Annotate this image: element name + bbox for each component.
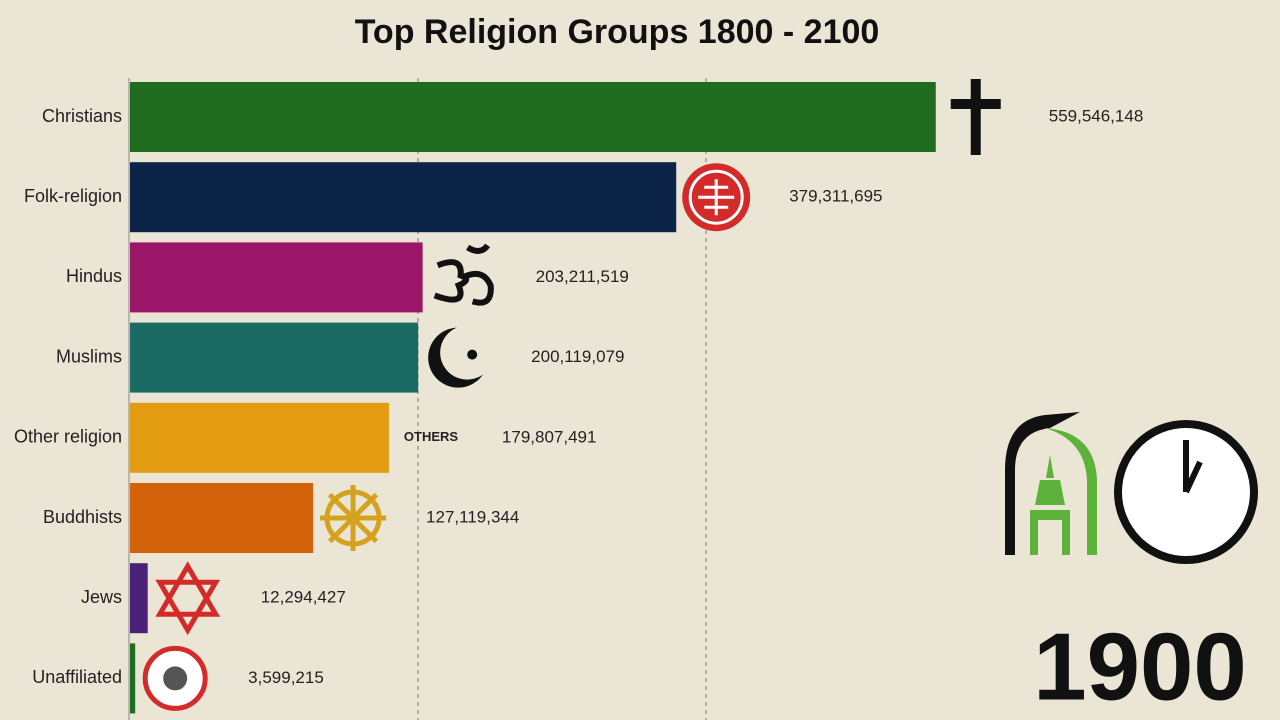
year-label: 1900: [1033, 613, 1247, 720]
icon: [327, 516, 355, 544]
chart-title: Top Religion Groups 1800 - 2100: [355, 13, 880, 51]
religion-icon: [142, 645, 208, 711]
value-label: 559,546,148: [1049, 106, 1144, 125]
y-tick-label: Christians: [42, 106, 122, 126]
icon: [351, 492, 379, 520]
bar: [130, 483, 314, 553]
religion-icon: [155, 561, 221, 636]
bar: [130, 402, 389, 473]
icon: [698, 179, 735, 216]
icon: [688, 169, 744, 225]
icon: [351, 516, 379, 544]
value-label: 127,119,344: [426, 507, 519, 526]
icon: [327, 492, 355, 520]
bar: [130, 162, 677, 233]
value-label: 179,807,491: [502, 427, 597, 446]
bar: [130, 322, 419, 393]
bar: [130, 82, 936, 152]
value-label: 200,119,079: [531, 347, 624, 366]
icon: [950, 99, 1001, 109]
y-tick-label: Muslims: [56, 346, 122, 366]
gate-icon: [1005, 412, 1097, 555]
religion-icon: [320, 485, 387, 551]
religion-icon: [428, 325, 495, 388]
y-tick-label: Folk-religion: [24, 186, 122, 206]
icon: [970, 79, 981, 155]
value-label: 379,311,695: [789, 187, 882, 206]
icon-label: OTHERS: [404, 429, 459, 444]
bar: [130, 242, 423, 313]
religion-icon: [682, 163, 751, 232]
y-tick-label: Jews: [81, 587, 122, 607]
y-tick-label: Buddhists: [43, 507, 122, 527]
icon: [467, 349, 478, 360]
icon: [433, 243, 494, 306]
value-label: 12,294,427: [261, 588, 346, 607]
y-tick-label: Other religion: [14, 427, 122, 447]
religion-icon: [433, 243, 494, 306]
bar: [130, 563, 148, 634]
icon: [155, 561, 221, 636]
religion-icon: [950, 79, 1001, 155]
value-label: 203,211,519: [536, 267, 629, 286]
clock-icon: [1114, 420, 1258, 564]
icon: [440, 325, 495, 380]
value-label: 3,599,215: [248, 668, 324, 687]
y-tick-label: Unaffiliated: [32, 667, 122, 687]
bar: [130, 643, 136, 714]
y-tick-label: Hindus: [66, 266, 122, 286]
icon: [163, 666, 188, 691]
